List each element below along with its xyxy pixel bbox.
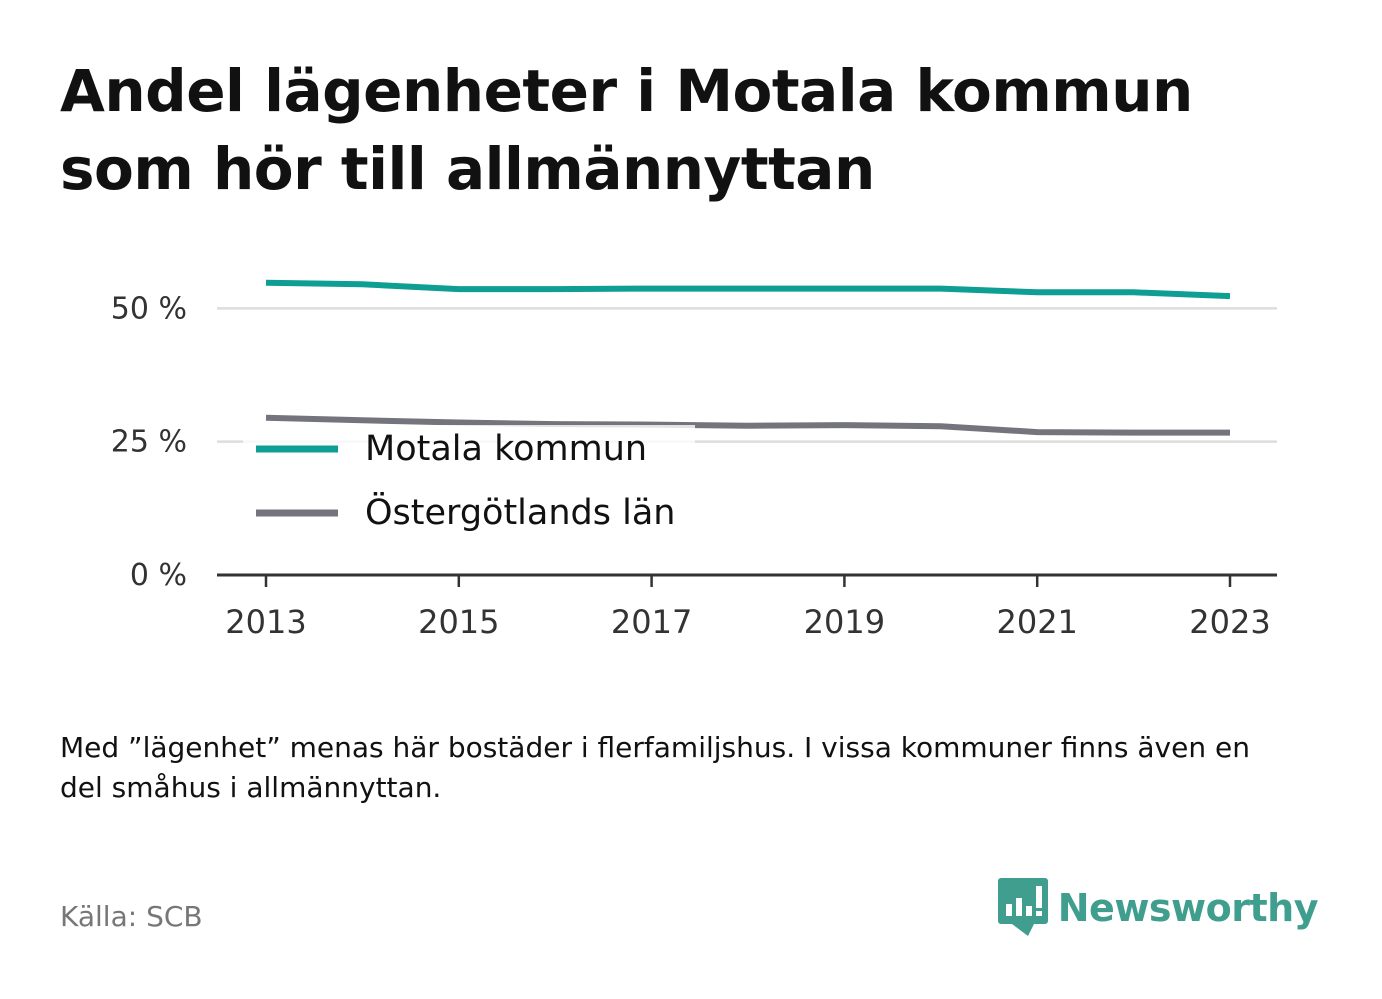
- legend: Motala kommun Östergötlands län: [243, 425, 695, 533]
- x-tick-label: 2015: [418, 603, 499, 641]
- newsworthy-logo-icon: [997, 878, 1048, 936]
- y-tick-label: 0 %: [130, 558, 187, 593]
- chart-title: Andel lägenheter i Motala kommun som hör…: [60, 57, 1193, 203]
- source-label: Källa: SCB: [60, 900, 203, 933]
- brand-name: Newsworthy: [1057, 886, 1319, 930]
- x-tick-label: 2021: [996, 603, 1077, 641]
- legend-label: Östergötlands län: [365, 491, 675, 533]
- legend-label: Motala kommun: [365, 429, 647, 469]
- x-tick-label: 2017: [611, 603, 692, 641]
- series-line: [265, 279, 1231, 300]
- x-tick-label: 2023: [1189, 603, 1270, 641]
- series-line: [265, 414, 1230, 436]
- brand-logo: Newsworthy: [997, 878, 1319, 938]
- footnote: Med ”lägenhet” menas här bostäder i fler…: [60, 731, 1250, 804]
- series-lines: [265, 279, 1231, 436]
- x-tick-label: 2013: [225, 603, 306, 641]
- y-tick-label: 50 %: [111, 291, 187, 326]
- x-tick-label: 2019: [804, 603, 885, 641]
- axes: 0 % 25 % 50 % 2013 2015 2017 2019 2021 2023: [111, 291, 1277, 641]
- y-tick-label: 25 %: [111, 425, 187, 460]
